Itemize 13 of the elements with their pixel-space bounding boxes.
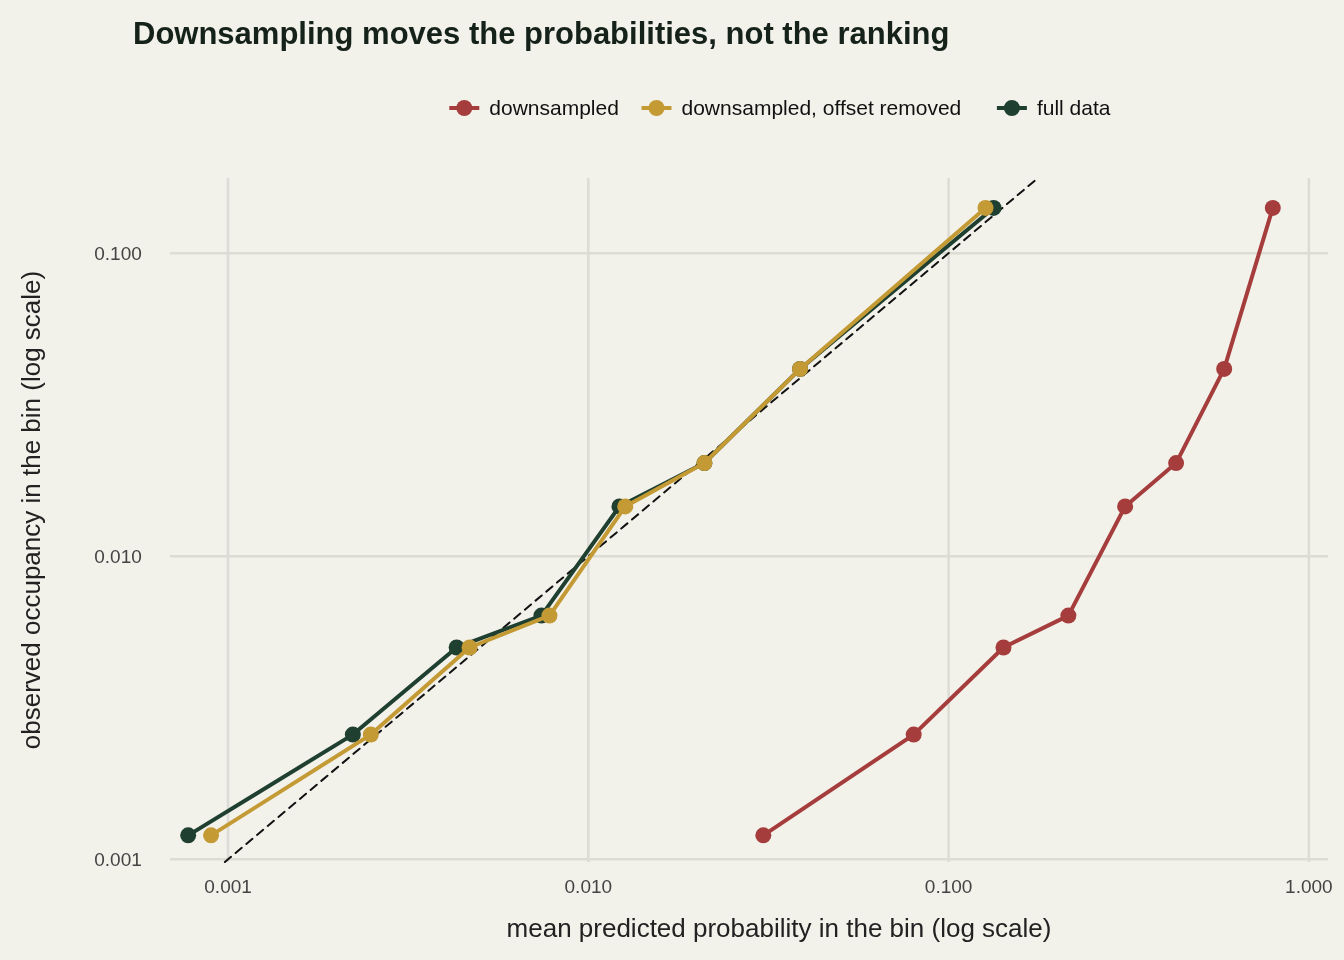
y-tick-label: 0.100 — [94, 243, 142, 265]
x-tick-label: 0.001 — [204, 876, 252, 897]
y-axis-title: observed occupancy in the bin (log scale) — [16, 270, 46, 750]
x-tick-label: 1.000 — [1285, 876, 1333, 897]
chart-title: Downsampling moves the probabilities, not the ranking — [133, 16, 950, 51]
legend-label: full data — [1036, 96, 1111, 119]
legend-label: downsampled, offset removed — [681, 96, 962, 119]
y-tick-label: 0.010 — [94, 546, 142, 568]
legend-label: downsampled — [489, 96, 619, 119]
x-tick-label: 0.100 — [924, 876, 973, 897]
x-tick-label: 0.010 — [564, 876, 613, 897]
x-axis-title: mean predicted probability in the bin (log scale) — [506, 913, 1052, 943]
y-tick-label: 0.001 — [94, 849, 142, 871]
